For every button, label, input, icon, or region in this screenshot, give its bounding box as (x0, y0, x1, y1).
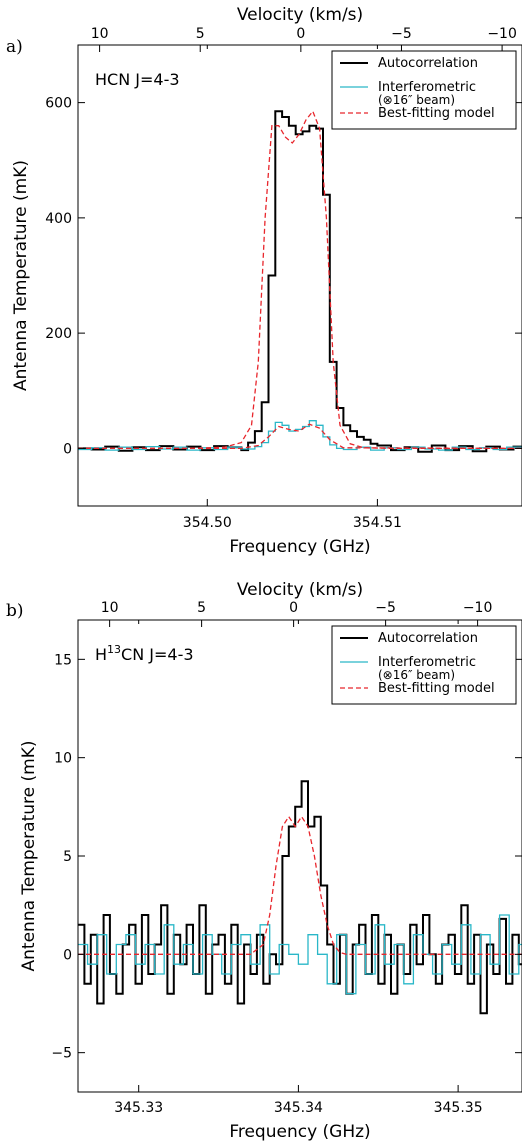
series-autocorrelation (78, 110, 522, 453)
plot-area (78, 110, 522, 453)
panel-label: a) (6, 37, 23, 57)
series-model-interferometric- (78, 423, 522, 450)
x-axis-label: Frequency (GHz) (229, 1122, 370, 1142)
y-axis-label: Antenna Temperature (mK) (19, 741, 39, 972)
top-tick-label: −10 (487, 26, 517, 42)
panel-a: 354.50 354.51 10 5 0 −5 −10 0 200 400 600 Frequency… (6, 5, 522, 557)
x-tick-label: 345.35 (434, 1100, 483, 1116)
legend: Autocorrelation Interferometric(⊗16″ beam… (331, 625, 517, 705)
x-tick-label: 354.51 (353, 515, 402, 531)
y-tick-label: 600 (45, 96, 72, 112)
top-axis-label: Velocity (km/s) (237, 580, 363, 600)
y-tick-label: 10 (54, 751, 72, 767)
panel-b: 345.33 345.34 345.35 10 5 0 −5 −10 −5 0 5 10 15 Frequ… (6, 580, 522, 1142)
y-tick-label: 200 (45, 326, 72, 342)
y-axis-label: Antenna Temperature (mK) (11, 160, 31, 391)
top-tick-label: 0 (289, 600, 298, 616)
y-tick-label: 400 (45, 211, 72, 227)
legend-label-2: Best-fitting model (378, 681, 495, 696)
panel-label: b) (6, 601, 24, 621)
plot-frame (77, 44, 522, 507)
x-axis-label: Frequency (GHz) (229, 537, 370, 557)
plot-area (78, 780, 522, 1015)
molecule-label-base: H (95, 645, 107, 664)
molecule-label: HCN J=4-3 (95, 70, 180, 89)
legend-label-1: Interferometric (378, 655, 476, 670)
top-tick-label: 0 (296, 26, 305, 42)
legend-sublabel-1: (⊗16″ beam) (378, 93, 455, 107)
y-tick-label: −5 (51, 1046, 72, 1062)
x-tick-label: 354.50 (183, 515, 232, 531)
series-best-fitting-model (78, 815, 522, 955)
top-tick-label: 5 (197, 600, 206, 616)
series-best-fitting-model (78, 110, 522, 450)
series-interferometric (78, 914, 522, 995)
legend-label-0: Autocorrelation (378, 56, 478, 71)
top-tick-label: 5 (196, 26, 205, 42)
x-tick-label: 345.34 (274, 1100, 323, 1116)
molecule-label-rest: CN J=4-3 (121, 645, 193, 664)
series-autocorrelation (78, 780, 522, 1015)
legend-sublabel-1: (⊗16″ beam) (378, 668, 455, 682)
y-tick-label: 0 (63, 441, 72, 457)
y-tick-label: 15 (54, 652, 72, 668)
top-axis-label: Velocity (km/s) (237, 5, 363, 25)
y-tick-label: 5 (63, 849, 72, 865)
legend-label-1: Interferometric (378, 80, 476, 95)
top-tick-label: 10 (91, 26, 109, 42)
x-tick-label: 345.33 (114, 1100, 163, 1116)
top-tick-label: −10 (463, 600, 493, 616)
molecule-label: H13CN J=4-3 (95, 643, 194, 664)
series-interferometric (78, 420, 522, 451)
legend-label-0: Autocorrelation (378, 631, 478, 646)
molecule-label-superscript: 13 (107, 643, 121, 656)
legend: Autocorrelation Interferometric(⊗16″ beam… (331, 50, 517, 130)
y-tick-label: 0 (63, 947, 72, 963)
legend-label-2: Best-fitting model (378, 106, 495, 121)
top-tick-label: −5 (391, 26, 412, 42)
top-tick-label: −5 (375, 600, 396, 616)
top-tick-label: 10 (101, 600, 119, 616)
